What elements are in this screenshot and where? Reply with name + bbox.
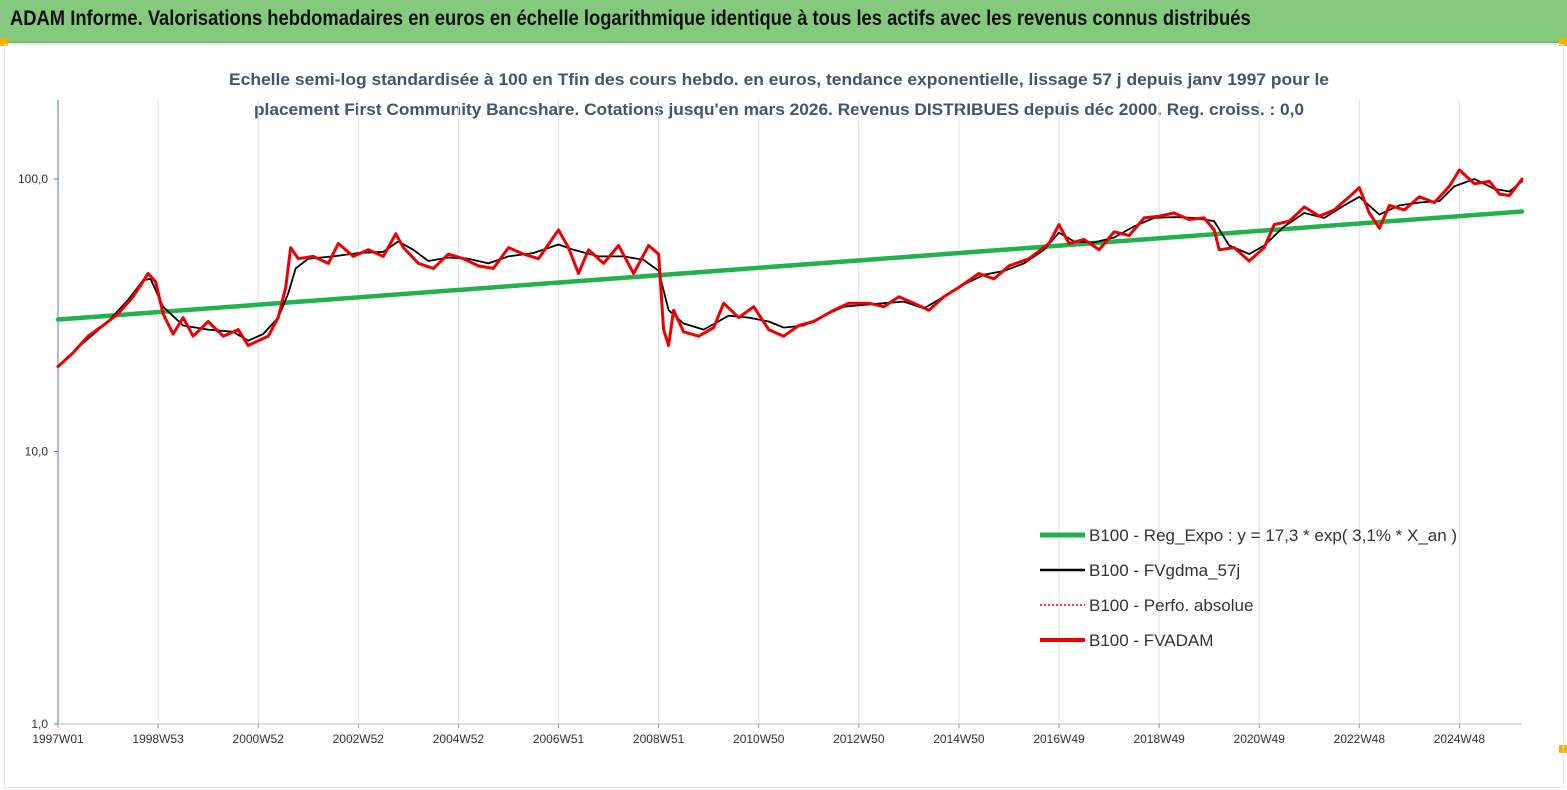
- series-line-main: [56, 168, 1524, 368]
- x-tick-label: 2004W52: [433, 732, 485, 746]
- x-tick-labels: 1997W01 1998W53 2000W52 2002W52 2004W52 2006W…: [32, 724, 1485, 746]
- x-tick-label: 2022W48: [1334, 732, 1386, 746]
- x-tick-label: 1997W01: [32, 732, 84, 746]
- x-tick-label: 2014W50: [933, 732, 985, 746]
- report-header: ADAM Informe. Valorisations hebdomadaire…: [0, 0, 1567, 43]
- y-tick-label: 1,0: [31, 717, 48, 731]
- chart-title-line-1: Echelle semi-log standardisée à 100 en T…: [229, 70, 1329, 89]
- chart-title-line-2: placement First Community Bancshare. Cot…: [254, 100, 1304, 119]
- y-tick-label: 10,0: [25, 445, 49, 459]
- y-tick-label: 100,0: [18, 172, 48, 186]
- y-tick-labels: 1,0 10,0 100,0: [18, 172, 58, 731]
- x-tick-label: 2024W48: [1434, 732, 1486, 746]
- corner-marker-top-left: [0, 38, 8, 46]
- corner-marker-top-right: [1559, 38, 1567, 46]
- legend-label-smooth: B100 - FVgdma_57j: [1089, 561, 1240, 580]
- legend-label-fvadam: B100 - FVADAM: [1089, 631, 1213, 650]
- x-tick-label: 2020W49: [1234, 732, 1286, 746]
- x-tick-label: 2010W50: [733, 732, 785, 746]
- x-tick-label: 1998W53: [132, 732, 184, 746]
- x-tick-label: 2008W51: [633, 732, 685, 746]
- legend-label-perfo: B100 - Perfo. absolue: [1089, 596, 1253, 615]
- chart-frame: [4, 44, 1564, 788]
- x-tick-label: 2018W49: [1133, 732, 1185, 746]
- legend: B100 - Reg_Expo : y = 17,3 * exp( 3,1% *…: [1040, 526, 1457, 650]
- x-tick-label: 2000W52: [233, 732, 285, 746]
- series-line-regression: [55, 209, 1525, 322]
- x-tick-label: 2002W52: [333, 732, 385, 746]
- x-tick-label: 2016W49: [1033, 732, 1085, 746]
- report-title: ADAM Informe. Valorisations hebdomadaire…: [10, 7, 1251, 30]
- legend-label-regression: B100 - Reg_Expo : y = 17,3 * exp( 3,1% *…: [1089, 526, 1457, 545]
- series-line-smooth: [57, 178, 1523, 368]
- grid: [157, 100, 1460, 724]
- x-tick-label: 2006W51: [533, 732, 585, 746]
- x-tick-label: 2012W50: [833, 732, 885, 746]
- series: [55, 168, 1525, 368]
